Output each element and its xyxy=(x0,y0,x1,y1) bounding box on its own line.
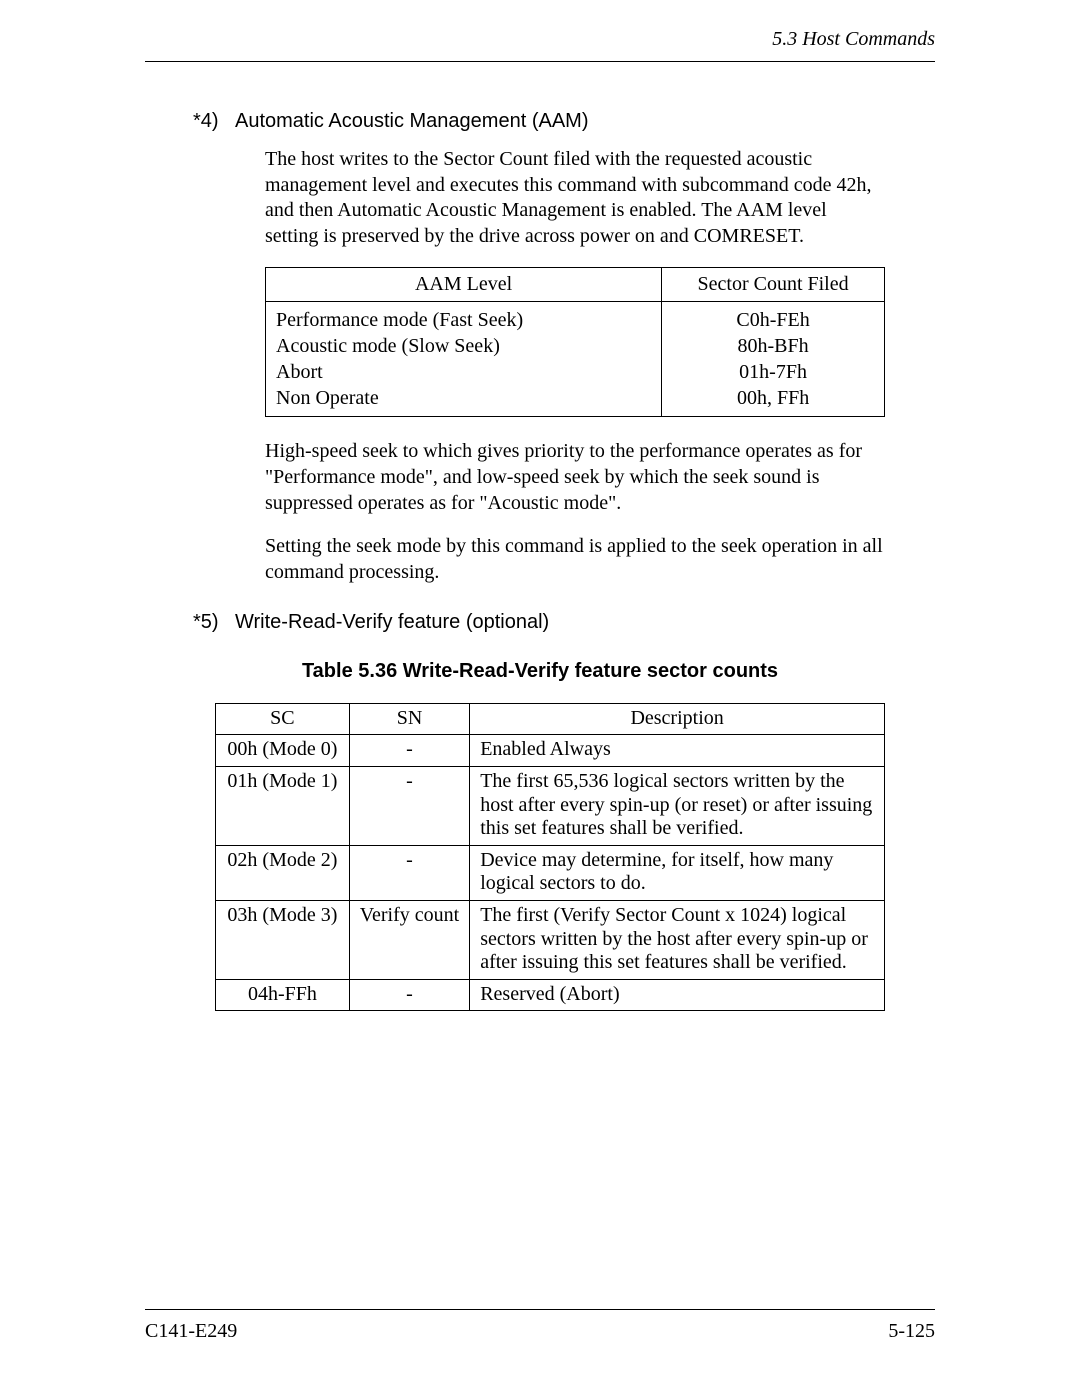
section-4-num: *4) xyxy=(145,110,235,133)
aam-table: AAM Level Sector Count Filed Performance… xyxy=(265,267,885,417)
section-4-para-1: The host writes to the Sector Count file… xyxy=(265,147,885,249)
wrv-table: SC SN Description 00h (Mode 0) - Enabled… xyxy=(215,703,885,1011)
footer-row: C141-E249 5-125 xyxy=(145,1320,935,1343)
table-row: 02h (Mode 2) - Device may determine, for… xyxy=(216,845,885,900)
wrv-header-desc: Description xyxy=(470,704,885,735)
wrv-desc-cell: The first (Verify Sector Count x 1024) l… xyxy=(470,900,885,979)
wrv-sc-cell: 03h (Mode 3) xyxy=(216,900,350,979)
running-header: 5.3 Host Commands xyxy=(145,28,935,57)
wrv-desc-cell: The first 65,536 logical sectors written… xyxy=(470,766,885,845)
footer-right: 5-125 xyxy=(888,1320,935,1343)
table-row: 00h (Mode 0) - Enabled Always xyxy=(216,735,885,767)
wrv-table-caption: Table 5.36 Write-Read-Verify feature sec… xyxy=(145,660,935,683)
wrv-sc-cell: 04h-FFh xyxy=(216,979,350,1011)
wrv-sn-cell: - xyxy=(349,766,469,845)
header-rule xyxy=(145,61,935,62)
page-footer: C141-E249 5-125 xyxy=(145,1309,935,1343)
table-row: SC SN Description xyxy=(216,704,885,735)
wrv-header-sc: SC xyxy=(216,704,350,735)
wrv-sn-cell: - xyxy=(349,979,469,1011)
wrv-sc-cell: 01h (Mode 1) xyxy=(216,766,350,845)
section-5-heading: *5) Write-Read-Verify feature (optional) xyxy=(145,611,935,634)
section-5-num: *5) xyxy=(145,611,235,634)
wrv-desc-cell: Enabled Always xyxy=(470,735,885,767)
wrv-sn-cell: - xyxy=(349,845,469,900)
section-4-para-2: High-speed seek to which gives priority … xyxy=(265,439,885,516)
wrv-desc-cell: Reserved (Abort) xyxy=(470,979,885,1011)
wrv-header-sn: SN xyxy=(349,704,469,735)
table-row: 04h-FFh - Reserved (Abort) xyxy=(216,979,885,1011)
section-4-heading: *4) Automatic Acoustic Management (AAM) xyxy=(145,110,935,133)
aam-level-line: Abort xyxy=(276,359,651,385)
table-row: 03h (Mode 3) Verify count The first (Ver… xyxy=(216,900,885,979)
wrv-desc-cell: Device may determine, for itself, how ma… xyxy=(470,845,885,900)
aam-level-cell: Performance mode (Fast Seek) Acoustic mo… xyxy=(266,302,662,417)
aam-level-line: Acoustic mode (Slow Seek) xyxy=(276,333,651,359)
section-5-title: Write-Read-Verify feature (optional) xyxy=(235,611,935,634)
aam-scf-line: 01h-7Fh xyxy=(672,359,874,385)
aam-level-line: Performance mode (Fast Seek) xyxy=(276,307,651,333)
wrv-sc-cell: 00h (Mode 0) xyxy=(216,735,350,767)
aam-scf-cell: C0h-FEh 80h-BFh 01h-7Fh 00h, FFh xyxy=(662,302,885,417)
aam-scf-line: 80h-BFh xyxy=(672,333,874,359)
footer-left: C141-E249 xyxy=(145,1320,237,1343)
table-row: 01h (Mode 1) - The first 65,536 logical … xyxy=(216,766,885,845)
section-4-title: Automatic Acoustic Management (AAM) xyxy=(235,110,935,133)
aam-scf-line: 00h, FFh xyxy=(672,385,874,411)
aam-scf-line: C0h-FEh xyxy=(672,307,874,333)
wrv-sn-cell: Verify count xyxy=(349,900,469,979)
page: 5.3 Host Commands *4) Automatic Acoustic… xyxy=(0,0,1080,1397)
wrv-sc-cell: 02h (Mode 2) xyxy=(216,845,350,900)
table-row: Performance mode (Fast Seek) Acoustic mo… xyxy=(266,302,885,417)
aam-header-scf: Sector Count Filed xyxy=(662,268,885,302)
footer-rule xyxy=(145,1309,935,1310)
aam-header-level: AAM Level xyxy=(266,268,662,302)
section-4-para-3: Setting the seek mode by this command is… xyxy=(265,534,885,585)
table-row: AAM Level Sector Count Filed xyxy=(266,268,885,302)
aam-level-line: Non Operate xyxy=(276,385,651,411)
wrv-sn-cell: - xyxy=(349,735,469,767)
